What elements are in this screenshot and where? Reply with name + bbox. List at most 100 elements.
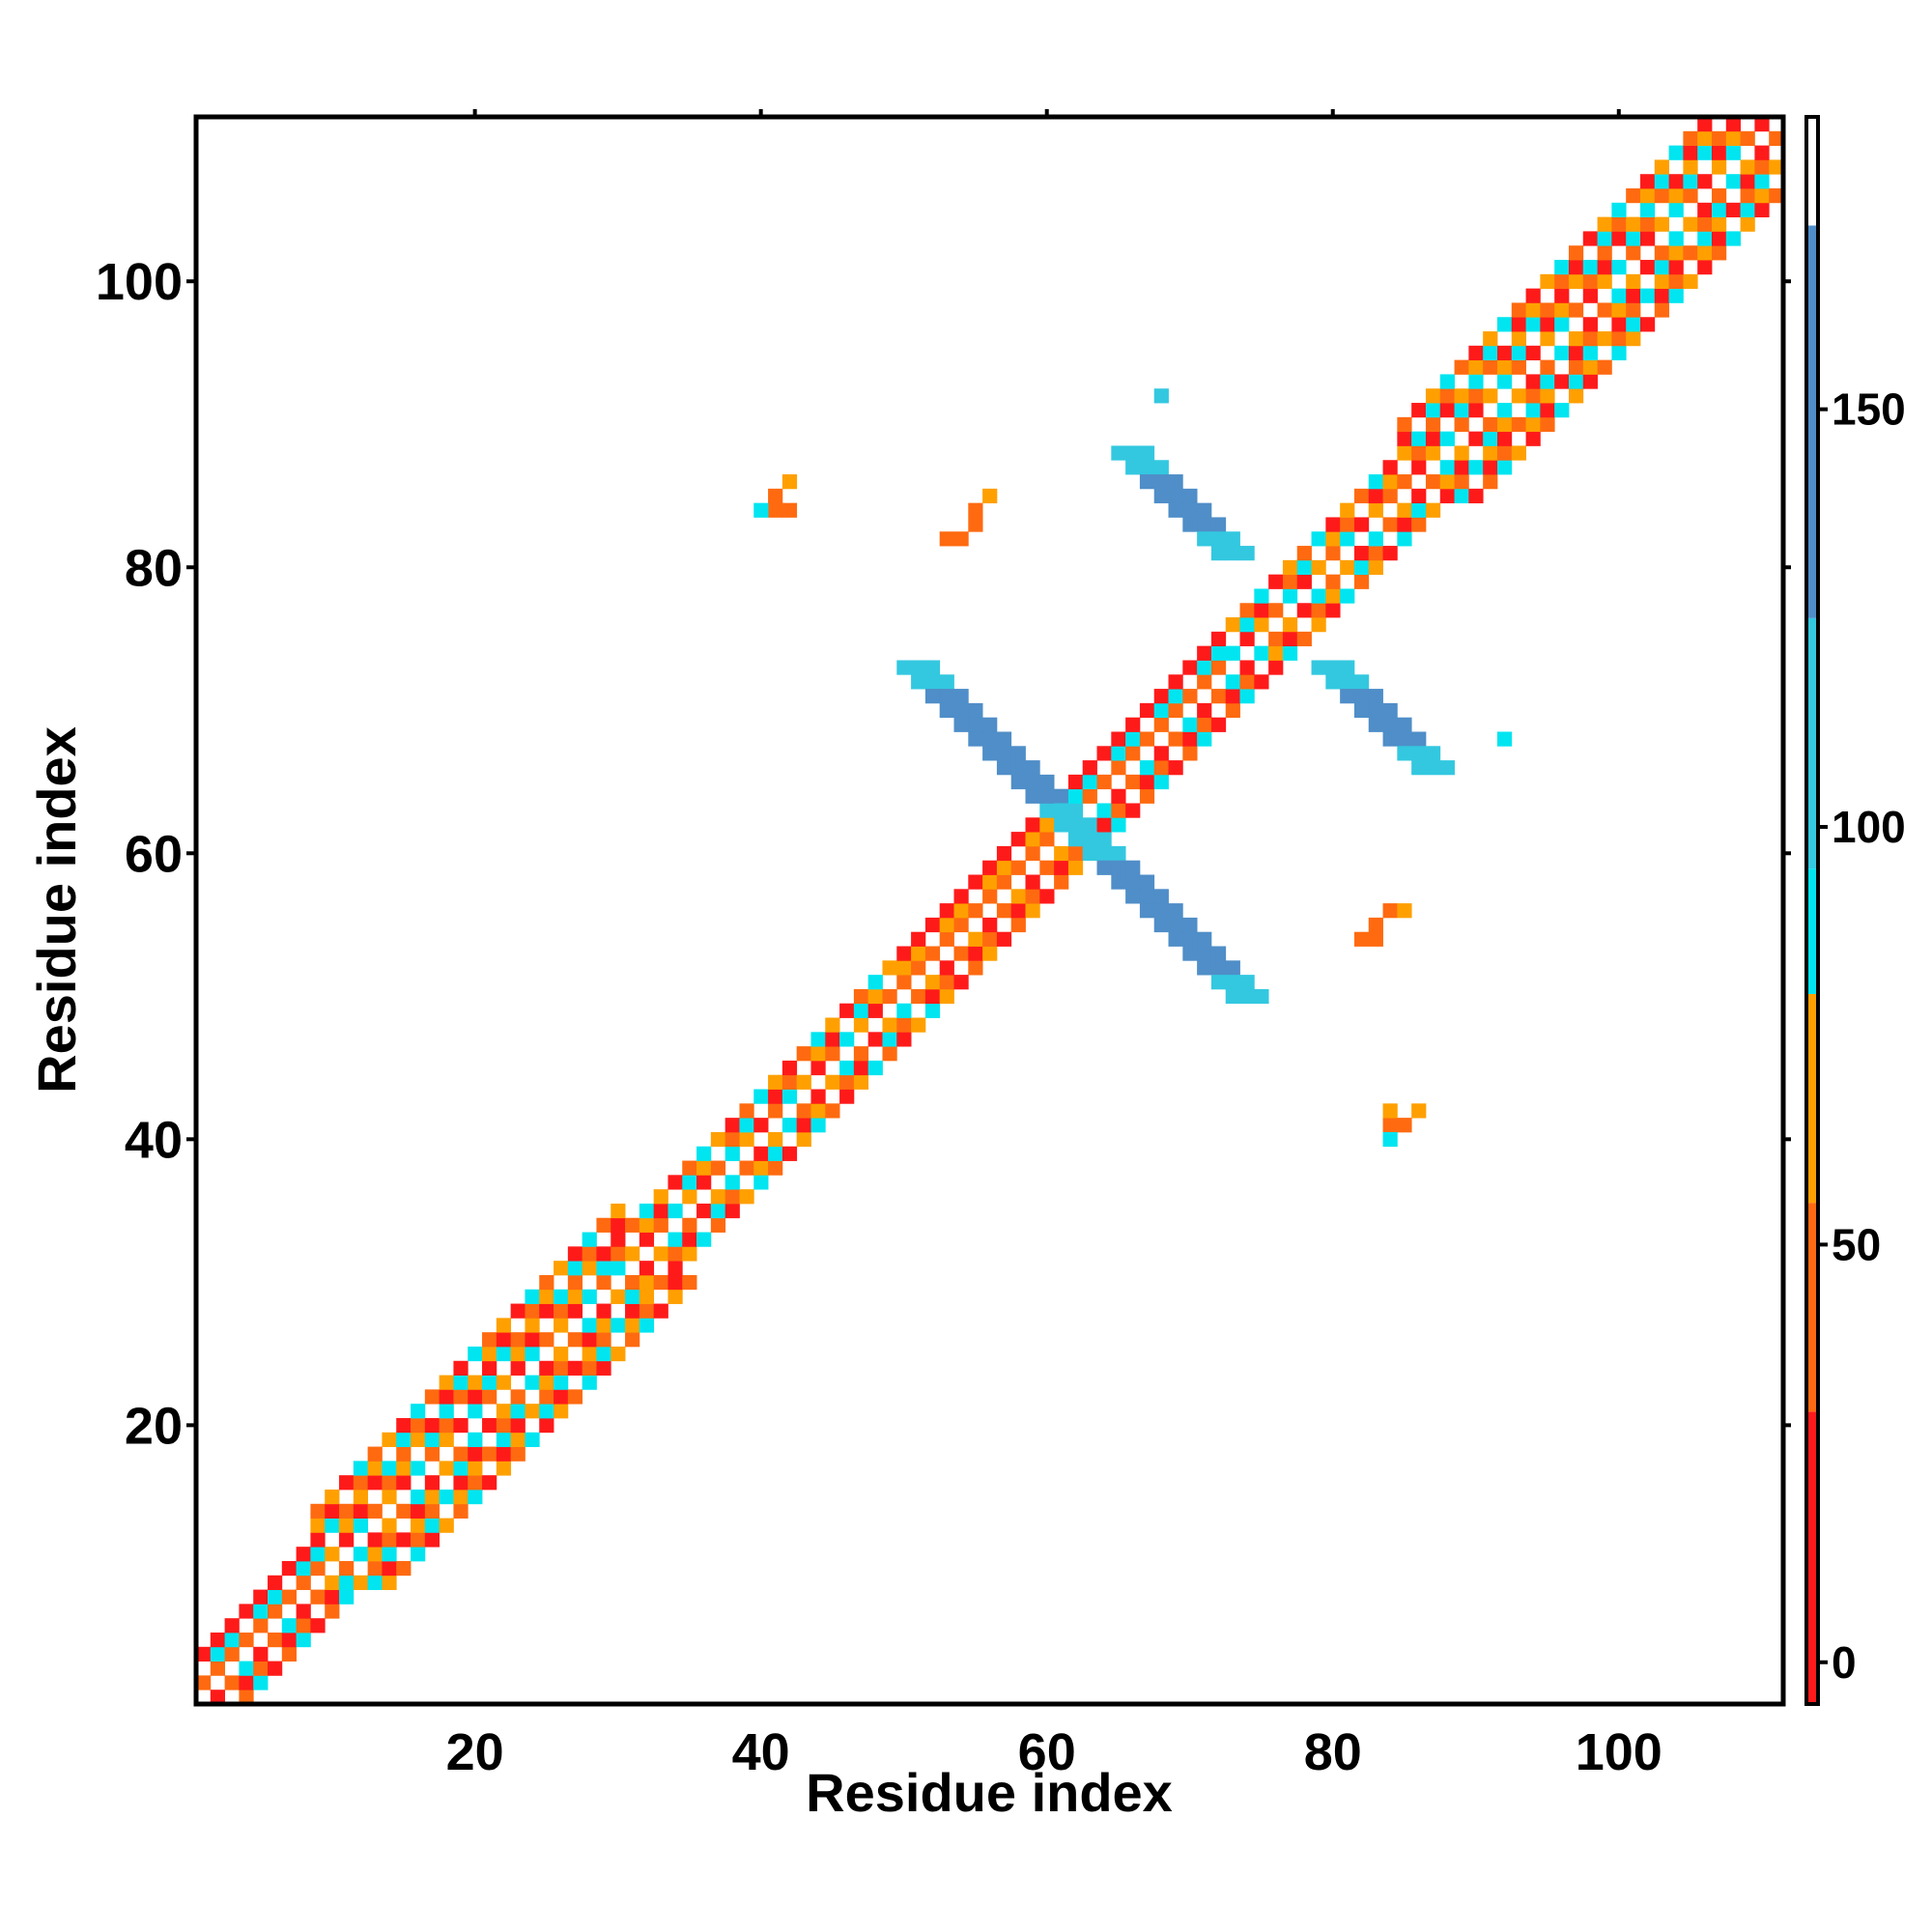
heatmap-cell	[496, 1404, 512, 1419]
heatmap-cell	[1182, 731, 1198, 747]
heatmap-cell	[1368, 488, 1383, 504]
heatmap-cell	[1697, 130, 1713, 146]
heatmap-cell	[1540, 388, 1555, 404]
heatmap-cell	[1754, 159, 1770, 175]
heatmap-cell	[1096, 746, 1112, 761]
heatmap-cell	[1197, 717, 1212, 732]
heatmap-cell	[668, 1203, 683, 1219]
heatmap-cell	[1082, 845, 1097, 862]
heatmap-cell	[482, 1346, 497, 1362]
heatmap-cell	[596, 1360, 611, 1376]
heatmap-cell	[1153, 702, 1169, 719]
heatmap-cell	[1654, 174, 1669, 189]
heatmap-cell	[1468, 488, 1484, 504]
heatmap-cell	[896, 975, 912, 990]
heatmap-cell	[1468, 388, 1484, 404]
heatmap-cell	[1225, 617, 1240, 633]
heatmap-cell	[1039, 860, 1055, 875]
heatmap-cell	[496, 1461, 512, 1476]
heatmap-cell	[1325, 674, 1341, 690]
heatmap-cell	[1282, 645, 1298, 661]
heatmap-cell	[1439, 760, 1455, 776]
heatmap-cell	[825, 1017, 840, 1033]
heatmap-cell	[696, 1146, 712, 1161]
heatmap-cell	[439, 1417, 454, 1434]
heatmap-cell	[611, 1261, 626, 1276]
heatmap-cell	[1525, 403, 1541, 418]
heatmap-cell	[1611, 317, 1627, 332]
heatmap-cell	[196, 1675, 212, 1690]
heatmap-cell	[1468, 374, 1484, 389]
heatmap-cell	[1439, 474, 1455, 490]
heatmap-cell	[353, 1503, 369, 1519]
heatmap-cell	[1067, 788, 1084, 804]
heatmap-cell	[1197, 517, 1212, 532]
heatmap-cell	[582, 1261, 597, 1276]
heatmap-cell	[1039, 817, 1055, 833]
heatmap-cell	[724, 1118, 740, 1133]
heatmap-cell	[1225, 975, 1240, 990]
heatmap-cell	[1639, 317, 1656, 332]
heatmap-cell	[1139, 774, 1155, 790]
heatmap-cell	[625, 1332, 640, 1348]
heatmap-cell	[1754, 117, 1770, 132]
heatmap-cell	[1439, 460, 1455, 475]
heatmap-cell	[996, 903, 1012, 919]
heatmap-cell	[1125, 445, 1141, 461]
heatmap-cell	[1397, 731, 1412, 747]
heatmap-cell	[853, 988, 869, 1005]
heatmap-cell	[310, 1518, 326, 1533]
heatmap-cell	[1639, 231, 1656, 246]
heatmap-cell	[411, 1547, 426, 1562]
heatmap-cell	[1540, 273, 1555, 290]
heatmap-cell	[510, 1346, 526, 1362]
heatmap-cell	[439, 1404, 454, 1419]
heatmap-cell	[353, 1518, 369, 1533]
heatmap-cell	[1626, 188, 1641, 204]
heatmap-cell	[1182, 746, 1198, 761]
heatmap-cell	[1125, 717, 1141, 732]
heatmap-cell	[668, 1175, 683, 1190]
heatmap-cell	[625, 1274, 640, 1291]
heatmap-cell	[1197, 960, 1212, 976]
heatmap-cell	[682, 1246, 697, 1262]
heatmap-cell	[1496, 416, 1513, 433]
heatmap-cell	[1597, 273, 1612, 290]
heatmap-cell	[1483, 460, 1498, 475]
heatmap-cell	[882, 1017, 897, 1033]
heatmap-cell	[1626, 231, 1641, 246]
heatmap-cell	[696, 1203, 712, 1219]
heatmap-cell	[1740, 159, 1755, 175]
heatmap-cell	[1668, 202, 1684, 218]
heatmap-cell	[1382, 517, 1398, 532]
heatmap-cell	[353, 1575, 369, 1590]
heatmap-cell	[1454, 403, 1469, 418]
heatmap-cell	[911, 946, 926, 961]
heatmap-cell	[325, 1589, 340, 1605]
heatmap-cell	[625, 1217, 640, 1233]
heatmap-cell	[554, 1346, 569, 1362]
heatmap-cell	[525, 1318, 540, 1333]
heatmap-cell	[1454, 416, 1469, 433]
heatmap-cell	[1153, 774, 1169, 790]
heatmap-cell	[1554, 317, 1570, 332]
heatmap-cell	[939, 988, 954, 1005]
heatmap-cell	[1439, 431, 1455, 446]
heatmap-cell	[1568, 273, 1584, 290]
heatmap-cell	[1483, 345, 1498, 361]
heatmap-cell	[1397, 746, 1412, 761]
heatmap-cell	[496, 1318, 512, 1333]
heatmap-cell	[1139, 903, 1155, 919]
heatmap-cell	[1454, 488, 1469, 504]
heatmap-cell	[996, 731, 1012, 747]
x-tick-label: 100	[1576, 1723, 1662, 1781]
heatmap-cell	[411, 1417, 426, 1434]
heatmap-cell	[1225, 645, 1240, 661]
heatmap-cell	[1210, 960, 1227, 976]
heatmap-cell	[1353, 546, 1370, 561]
heatmap-cell	[939, 903, 954, 919]
heatmap-cell	[1325, 531, 1341, 547]
heatmap-cell	[781, 1060, 798, 1076]
heatmap-cell	[1311, 660, 1326, 675]
heatmap-cell	[439, 1432, 454, 1447]
